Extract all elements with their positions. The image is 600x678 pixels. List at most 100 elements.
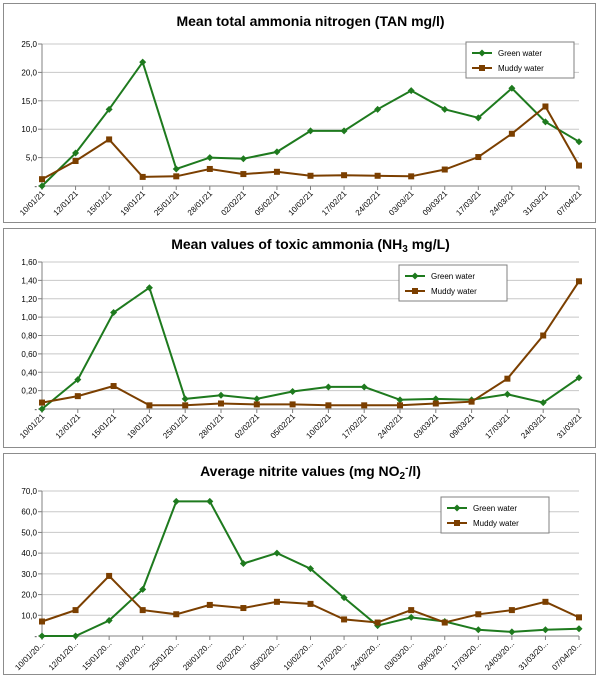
chart-0-xtick-label: 05/02/21 bbox=[253, 189, 282, 218]
chart-0-point-green-water bbox=[474, 114, 482, 122]
chart-1-point-green-water bbox=[217, 391, 225, 399]
chart-0-xtick-label: 12/01/21 bbox=[52, 189, 81, 218]
chart-1-title: Mean values of toxic ammonia (NH3 mg/L) bbox=[171, 236, 450, 255]
chart-2-xtick-label: 09/03/20... bbox=[416, 639, 449, 672]
chart-2-legend-label: Muddy water bbox=[473, 519, 519, 528]
chart-1-point-green-water bbox=[74, 376, 82, 384]
chart-1-legend-marker bbox=[412, 288, 418, 294]
chart-0-ytick-label: 20,0 bbox=[21, 68, 37, 77]
chart-1-ytick-label: 0,20 bbox=[21, 387, 37, 396]
chart-0-xtick-label: 15/01/21 bbox=[85, 189, 114, 218]
chart-0-point-muddy-water bbox=[72, 158, 79, 165]
chart-2-point-muddy-water bbox=[374, 619, 381, 626]
chart-0-series-line-muddy-water bbox=[41, 104, 580, 181]
chart-1-xtick-label: 12/01/21 bbox=[54, 412, 83, 441]
chart-1-point-muddy-water bbox=[39, 399, 45, 406]
chart-1-xtick-label: 02/02/21 bbox=[233, 412, 262, 441]
chart-2-point-green-water bbox=[105, 616, 113, 624]
chart-2-point-muddy-water bbox=[39, 618, 45, 625]
chart-1-xtick-label: 19/01/21 bbox=[125, 412, 154, 441]
chart-2-xtick-label: 12/01/20... bbox=[47, 639, 80, 672]
chart-1-xtick-label: 24/03/21 bbox=[519, 412, 548, 441]
chart-2-xtick-label: 31/03/20... bbox=[517, 639, 550, 672]
chart-1-xtick-label: 05/02/21 bbox=[269, 412, 298, 441]
chart-2-xtick-label: 19/01/20... bbox=[114, 639, 147, 672]
chart-0-point-muddy-water bbox=[341, 172, 348, 179]
chart-2-ytick-label: 60,0 bbox=[21, 508, 37, 517]
chart-2-xtick-label: 28/01/20... bbox=[181, 639, 214, 672]
chart-1-point-muddy-water bbox=[468, 398, 475, 405]
nitrite-chart-panel: Average nitrite values (mg NO2-/l) - 10,0 2… bbox=[3, 453, 596, 675]
chart-1-xtick-label: 17/03/21 bbox=[483, 412, 512, 441]
chart-1-point-green-water bbox=[145, 284, 153, 292]
chart-0-point-green-water bbox=[307, 127, 314, 135]
chart-1-point-green-water bbox=[503, 390, 511, 398]
chart-1-xtick-label: 31/03/21 bbox=[555, 412, 584, 441]
chart-2-point-muddy-water bbox=[542, 598, 549, 605]
chart-0-point-muddy-water bbox=[408, 173, 415, 180]
chart-0-xtick-label: 02/02/21 bbox=[219, 189, 248, 218]
chart-1-point-muddy-water bbox=[361, 402, 368, 409]
chart-0-ytick-label: 10,0 bbox=[21, 125, 37, 134]
chart-2-legend: Green water Muddy water bbox=[440, 496, 550, 534]
chart-1-ytick-label: 1,00 bbox=[21, 313, 37, 322]
chart-0-xtick-label: 17/02/21 bbox=[320, 189, 349, 218]
chart-2-xtick-label: 17/03/20... bbox=[450, 639, 483, 672]
chart-2-point-green-water bbox=[72, 632, 80, 640]
chart-0-series-line-green-water bbox=[41, 59, 580, 187]
chart-0-legend: Green water Muddy water bbox=[465, 41, 575, 79]
chart-2-ytick-label: 30,0 bbox=[21, 570, 37, 579]
chart-1-ytick-label: 0,80 bbox=[21, 332, 37, 341]
chart-0-point-green-water bbox=[139, 58, 147, 66]
chart-2-point-muddy-water bbox=[307, 600, 314, 607]
chart-0-legend-box bbox=[465, 41, 575, 79]
chart-0-legend-label: Green water bbox=[498, 49, 542, 58]
chart-2-xtick-label: 10/01/20... bbox=[13, 639, 46, 672]
chart-2-xtick-label: 02/02/20... bbox=[215, 639, 248, 672]
chart-2-xtick-label: 24/02/20... bbox=[349, 639, 382, 672]
chart-0-point-green-water bbox=[575, 138, 583, 146]
chart-1-point-green-water bbox=[289, 388, 297, 396]
chart-1-legend-marker bbox=[411, 272, 419, 280]
chart-1-point-muddy-water bbox=[325, 402, 332, 409]
chart-2-point-green-water bbox=[340, 594, 348, 602]
chart-0-xtick-label: 31/03/21 bbox=[521, 189, 550, 218]
chart-1-point-muddy-water bbox=[289, 401, 296, 408]
chart-1-point-muddy-water bbox=[253, 401, 260, 408]
chart-0-point-green-water bbox=[273, 148, 281, 156]
chart-0-xtick-label: 10/01/21 bbox=[18, 189, 47, 218]
nitrite-chart: Average nitrite values (mg NO2-/l) - 10,0 2… bbox=[13, 463, 583, 672]
chart-2-point-green-water bbox=[474, 626, 482, 634]
chart-2-point-muddy-water bbox=[408, 607, 415, 614]
chart-0-point-green-water bbox=[206, 154, 214, 162]
chart-1-point-muddy-water bbox=[540, 332, 547, 339]
chart-2-xtick-label: 15/01/20... bbox=[80, 639, 113, 672]
chart-0-point-muddy-water bbox=[508, 130, 515, 137]
chart-2-point-green-water bbox=[172, 497, 180, 505]
chart-2-legend-marker bbox=[454, 520, 460, 526]
chart-2-legend-label: Green water bbox=[473, 504, 517, 513]
chart-2-point-green-water bbox=[541, 626, 549, 634]
chart-0-point-green-water bbox=[239, 155, 247, 163]
toxic-ammonia-chart: Mean values of toxic ammonia (NH3 mg/L) -… bbox=[18, 236, 584, 441]
chart-2-point-green-water bbox=[508, 628, 516, 636]
chart-1-series-line-green-water bbox=[41, 286, 580, 410]
chart-0-point-muddy-water bbox=[374, 172, 381, 179]
chart-1-point-muddy-water bbox=[182, 402, 189, 409]
chart-0-legend-label: Muddy water bbox=[498, 64, 544, 73]
chart-1-xtick-label: 17/02/21 bbox=[340, 412, 369, 441]
chart-0-xtick-label: 24/02/21 bbox=[354, 189, 383, 218]
chart-1-xtick-label: 24/02/21 bbox=[376, 412, 405, 441]
chart-1-point-green-water bbox=[539, 399, 547, 407]
chart-2-legend-box bbox=[440, 496, 550, 534]
chart-0-point-green-water bbox=[38, 182, 46, 190]
chart-2-xtick-label: 05/02/20... bbox=[248, 639, 281, 672]
chart-0-ytick-label: 25,0 bbox=[21, 40, 37, 49]
chart-2-point-muddy-water bbox=[139, 607, 146, 614]
chart-2-point-muddy-water bbox=[273, 598, 280, 605]
chart-0-xtick-label: 28/01/21 bbox=[186, 189, 215, 218]
chart-2-xtick-label: 03/03/20... bbox=[383, 639, 416, 672]
chart-2-point-green-water bbox=[273, 549, 281, 557]
chart-1-point-green-water bbox=[575, 374, 583, 382]
chart-0-point-muddy-water bbox=[39, 176, 45, 183]
